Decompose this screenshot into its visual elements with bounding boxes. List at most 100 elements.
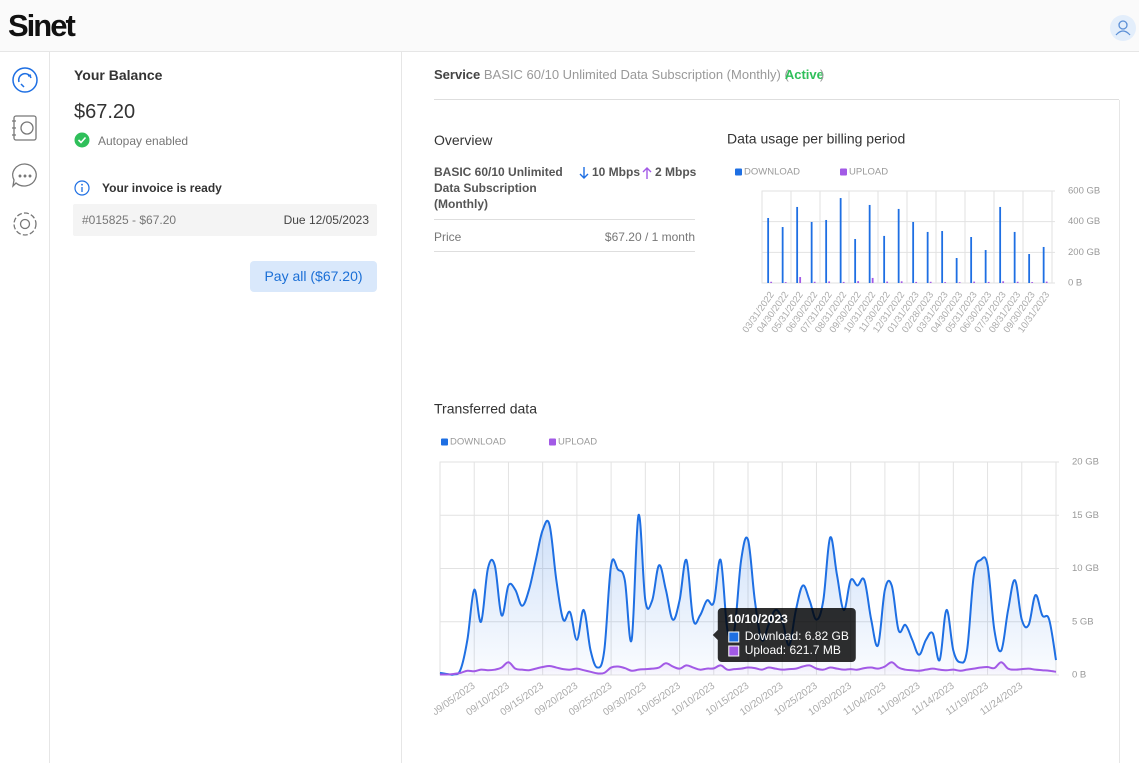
bar (810, 221, 813, 283)
bar (868, 204, 871, 283)
bar (781, 227, 784, 283)
bar (900, 281, 903, 283)
legend-swatch (441, 438, 448, 446)
download-arrow (579, 167, 589, 179)
tooltip-line: Download: 6.82 GB (745, 629, 849, 643)
legend-label: UPLOAD (849, 167, 888, 178)
tooltip-box (712, 608, 856, 662)
nav-settings[interactable] (13, 212, 37, 236)
bar (955, 258, 958, 283)
legend-label: DOWNLOAD (744, 167, 800, 178)
service-plan: BASIC 60/10 Unlimited Data Subscription … (483, 67, 781, 82)
bar (984, 250, 987, 283)
legend-swatch (735, 168, 742, 176)
invoice-notice: Your invoice is ready (102, 181, 222, 195)
chart-title: Transferred data (434, 401, 537, 417)
tooltip-swatch (728, 631, 740, 643)
bar (825, 219, 828, 283)
bar (828, 281, 831, 283)
line (439, 661, 1057, 676)
nav-billing[interactable] (12, 115, 37, 141)
y-tick-label: 600 GB (1068, 186, 1100, 197)
usage-chart: Data usage per billing period DOWNLOAD UPL… (727, 131, 1100, 335)
bar (796, 206, 799, 283)
line (439, 514, 1057, 676)
bar (897, 208, 900, 283)
sidebar (0, 52, 50, 763)
nav-messages[interactable] (12, 163, 37, 188)
bar (886, 281, 889, 283)
logo[interactable]: Sinet (8, 8, 76, 43)
upload-speed: 2 Mbps (655, 165, 697, 179)
bar (1042, 246, 1045, 283)
tooltip-line: Upload: 621.7 MB (745, 643, 841, 657)
y-tick-label: 0 B (1072, 670, 1086, 681)
legend-label: UPLOAD (558, 437, 597, 448)
bar (813, 281, 816, 283)
service-divider (434, 99, 1119, 100)
y-tick-label: 200 GB (1068, 247, 1100, 258)
bar (799, 277, 802, 283)
invoice-row[interactable] (73, 204, 377, 236)
status-close: ) (819, 67, 825, 82)
chart-title: Data usage per billing period (727, 131, 905, 147)
bar (926, 231, 929, 283)
bar (973, 281, 976, 283)
bar (1013, 231, 1016, 283)
download-speed: 10 Mbps (592, 165, 641, 179)
y-tick-label: 10 GB (1072, 563, 1099, 574)
check-icon (74, 132, 90, 148)
autopay-status: Autopay enabled (98, 134, 189, 148)
nav-support[interactable] (12, 67, 38, 93)
bar (970, 237, 973, 283)
bar (854, 238, 857, 283)
nav-icons (12, 67, 38, 236)
bar (1045, 281, 1048, 283)
balance-amount: $67.20 (74, 101, 136, 123)
bar (857, 281, 860, 283)
bar (1031, 282, 1034, 283)
bar (871, 277, 874, 283)
y-tick-label: 20 GB (1072, 457, 1099, 468)
service-label: Service (434, 67, 481, 82)
bar (987, 281, 990, 283)
overview-divider (434, 219, 695, 220)
bar (842, 281, 845, 283)
price-label: Price (434, 230, 462, 244)
bar (915, 281, 918, 283)
tooltip-title: 10/10/2023 (728, 612, 788, 626)
bar (929, 281, 932, 283)
bar (1016, 281, 1019, 283)
overview-title: Overview (434, 132, 493, 148)
bar (784, 282, 787, 283)
pay-button[interactable]: Pay all ($67.20) (250, 261, 377, 292)
price-value: $67.20 / 1 month (604, 230, 695, 244)
info-icon (74, 180, 90, 196)
y-tick-label: 5 GB (1072, 616, 1094, 627)
invoice-number: #015825 - $67.20 (82, 213, 177, 227)
balance-panel (50, 52, 402, 763)
bar (839, 198, 842, 283)
bar (1002, 281, 1005, 283)
service-status: Active (784, 67, 824, 82)
upload-arrow (642, 167, 652, 179)
bar (767, 217, 770, 283)
overview-divider (434, 251, 695, 252)
transfer-chart: Transferred data DOWNLOAD UPLOAD 0 B 5 GB 10 … (434, 401, 1099, 719)
area (440, 662, 1056, 675)
bar (944, 282, 947, 283)
header: Sinet (0, 0, 1139, 52)
bar (941, 231, 944, 283)
bar (1028, 254, 1031, 283)
invoice-due: Due 12/05/2023 (283, 213, 369, 227)
user-icon[interactable] (1109, 14, 1137, 42)
legend-label: DOWNLOAD (450, 437, 506, 448)
y-tick-label: 400 GB (1068, 216, 1100, 227)
status-open: ( (784, 67, 789, 82)
scroll-edge (1119, 100, 1120, 763)
y-tick-label: 15 GB (1072, 510, 1099, 521)
service-line: Service BASIC 60/10 Unlimited Data Subsc… (434, 67, 824, 82)
balance-title: Your Balance (74, 67, 163, 83)
